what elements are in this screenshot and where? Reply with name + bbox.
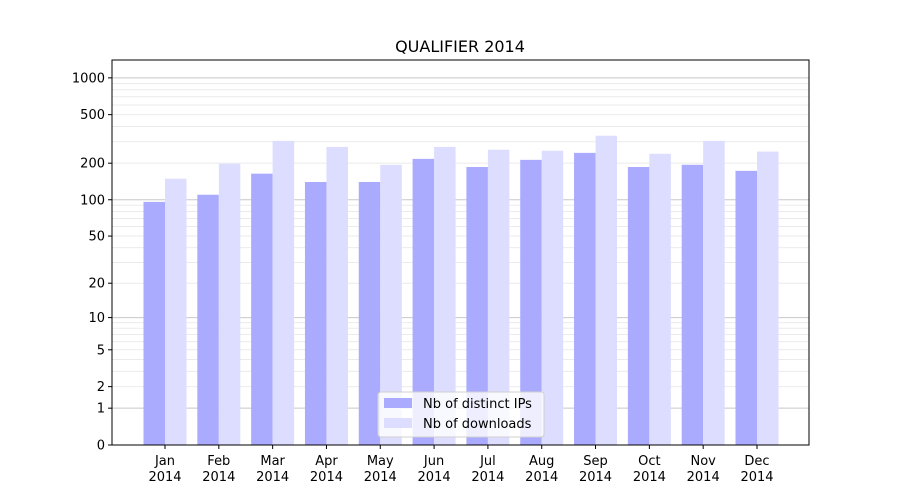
- legend-label: Nb of distinct IPs: [423, 397, 532, 412]
- bar-distinct-ips: [143, 201, 165, 445]
- bar-distinct-ips: [358, 182, 381, 445]
- bar-downloads: [649, 153, 671, 445]
- x-tick-label: Mar 2014: [256, 454, 289, 485]
- y-tick-label: 2: [97, 380, 105, 395]
- x-tick-label: Oct 2014: [633, 454, 666, 485]
- legend-swatch: [384, 418, 412, 428]
- x-tick-label: Aug 2014: [525, 454, 558, 485]
- legend: Nb of distinct IPs Nb of downloads: [377, 391, 545, 438]
- chart-title: QUALIFIER 2014: [395, 37, 525, 56]
- x-tick-label: Apr 2014: [310, 454, 343, 485]
- x-tick-label: Jan 2014: [148, 454, 181, 485]
- bar-distinct-ips: [466, 167, 488, 445]
- bar-downloads: [218, 163, 241, 445]
- bar-downloads: [541, 150, 564, 445]
- bar-distinct-ips: [197, 194, 219, 445]
- bar-distinct-ips: [735, 170, 757, 445]
- bar-downloads: [757, 151, 779, 445]
- y-tick-label: 100: [80, 193, 105, 208]
- y-tick-label: 20: [88, 277, 105, 292]
- bar-downloads: [487, 149, 510, 445]
- x-tick-label: Nov 2014: [687, 454, 720, 485]
- bar-downloads: [703, 140, 725, 445]
- bar-distinct-ips: [627, 167, 650, 445]
- y-tick-label: 5: [97, 343, 105, 358]
- bar-distinct-ips: [412, 158, 435, 445]
- bar-downloads: [326, 146, 348, 445]
- bar-distinct-ips: [520, 159, 542, 445]
- x-tick-label: May 2014: [364, 454, 397, 485]
- y-tick-label: 1: [97, 402, 105, 417]
- x-tick-label: Jun 2014: [418, 454, 451, 485]
- bar-downloads: [595, 135, 618, 445]
- y-tick-label: 200: [80, 157, 105, 172]
- x-tick-label: Jul 2014: [471, 454, 504, 485]
- y-tick-label: 1000: [72, 71, 105, 86]
- plot-frame: [111, 59, 810, 446]
- bar-distinct-ips: [574, 152, 596, 445]
- x-tick-label: Dec 2014: [740, 454, 773, 485]
- y-tick-label: 10: [88, 311, 105, 326]
- legend-label: Nb of downloads: [423, 417, 532, 432]
- bar-downloads: [434, 146, 456, 445]
- legend-swatch: [384, 398, 412, 408]
- bar-downloads: [165, 178, 187, 445]
- y-tick-label: 50: [88, 230, 105, 245]
- bar-downloads: [380, 164, 402, 445]
- bar-downloads: [272, 140, 295, 445]
- legend-box: [377, 391, 545, 438]
- bar-distinct-ips: [681, 164, 704, 445]
- y-tick-label: 500: [80, 108, 105, 123]
- bar-distinct-ips: [304, 182, 327, 445]
- x-tick-label: Sep 2014: [579, 454, 612, 485]
- y-tick-label: 0: [97, 439, 105, 454]
- x-tick-label: Feb 2014: [202, 454, 235, 485]
- bar-distinct-ips: [251, 173, 273, 446]
